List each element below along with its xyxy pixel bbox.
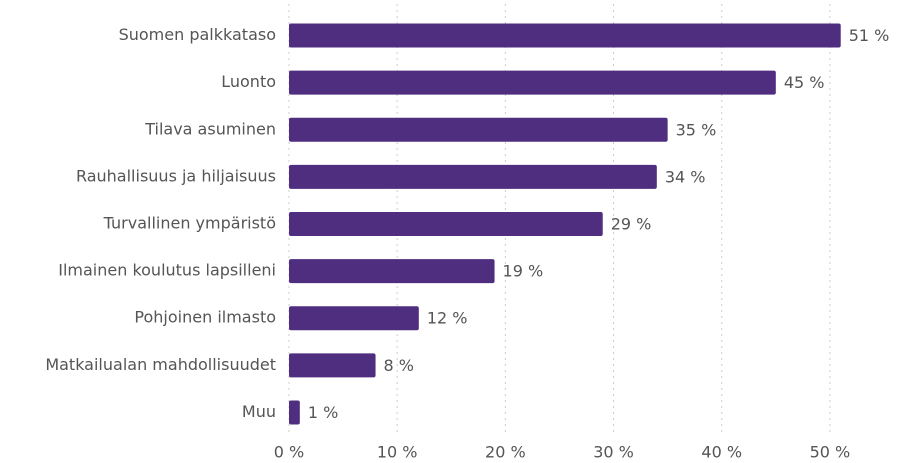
bar [289, 70, 776, 95]
y-tick-label: Luonto [221, 72, 276, 91]
value-label: 29 % [611, 215, 652, 234]
value-label: 19 % [503, 262, 544, 281]
bar [289, 117, 668, 142]
bar [289, 259, 495, 284]
value-label: 12 % [427, 309, 468, 328]
y-tick-label: Matkailualan mahdollisuudet [45, 355, 276, 374]
x-tick-label: 10 % [377, 443, 418, 462]
bar [289, 306, 419, 331]
bar [289, 212, 603, 236]
x-tick-label: 0 % [274, 443, 304, 462]
y-tick-label: Ilmainen koulutus lapsilleni [58, 261, 276, 280]
x-tick-label: 40 % [701, 443, 742, 462]
value-label: 1 % [308, 403, 338, 422]
x-tick-label: 50 % [810, 443, 851, 462]
bar [289, 400, 300, 425]
bar [289, 164, 657, 189]
value-label: 8 % [384, 356, 414, 375]
x-tick-label: 20 % [485, 443, 526, 462]
value-label: 35 % [676, 120, 717, 139]
y-tick-label: Pohjoinen ilmasto [134, 308, 276, 327]
y-tick-label: Tilava asuminen [144, 119, 276, 138]
bar [289, 23, 841, 48]
bar [289, 353, 376, 378]
value-label: 51 % [849, 26, 890, 45]
value-label: 45 % [784, 73, 825, 92]
y-tick-label: Turvallinen ympäristö [103, 214, 276, 233]
y-tick-label: Rauhallisuus ja hiljaisuus [76, 166, 276, 185]
y-tick-label: Muu [242, 402, 276, 421]
value-label: 34 % [665, 167, 706, 186]
x-tick-label: 30 % [593, 443, 634, 462]
y-tick-label: Suomen palkkataso [119, 25, 276, 44]
